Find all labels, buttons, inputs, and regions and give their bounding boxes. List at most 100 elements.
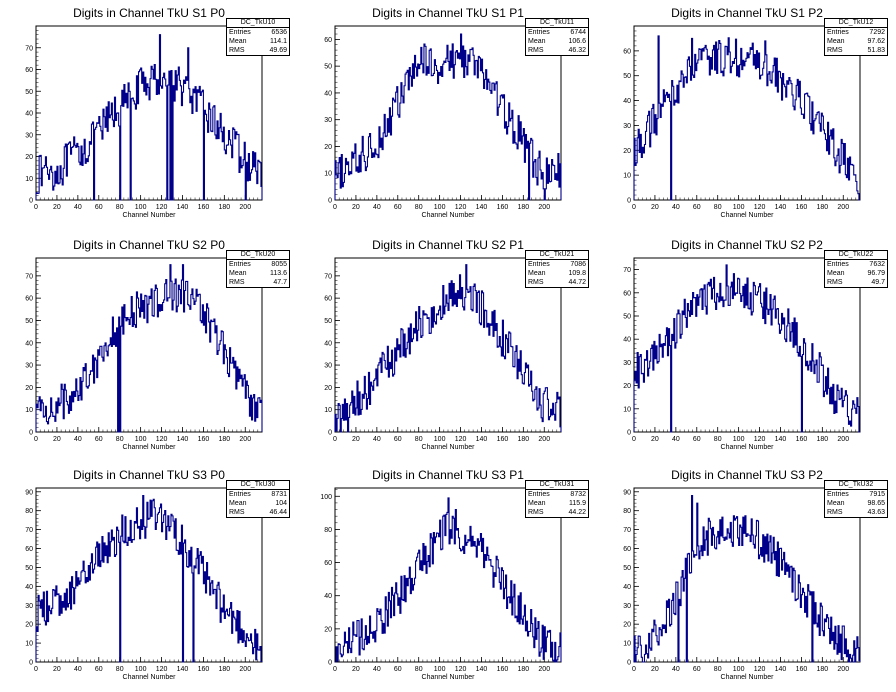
stats-label: RMS [827, 279, 843, 286]
y-tick-label: 80 [324, 527, 332, 534]
stats-label: RMS [827, 509, 843, 516]
y-tick-label: 0 [328, 660, 332, 667]
x-tick-label: 180 [816, 436, 828, 443]
stats-label: Mean [229, 500, 247, 507]
x-tick-label: 20 [352, 666, 360, 673]
x-tick-label: 140 [476, 436, 488, 443]
stats-label: Entries [827, 29, 849, 36]
y-tick-label: 0 [29, 430, 33, 437]
x-tick-label: 180 [517, 436, 529, 443]
stats-value: 49.7 [871, 279, 885, 286]
x-tick-label: 60 [394, 436, 402, 443]
y-tick-label: 20 [25, 154, 33, 161]
stats-label: Mean [528, 270, 546, 277]
panel-title: Digits in Channel TkU S2 P2 [671, 238, 823, 252]
stats-row-entries: Entries 6536 [227, 28, 289, 37]
stats-value: 97.62 [867, 38, 885, 45]
x-axis-label: Channel Number [123, 212, 177, 219]
y-tick-label: 60 [623, 48, 631, 55]
y-tick-label: 70 [324, 273, 332, 280]
x-tick-label: 40 [672, 436, 680, 443]
stats-box-name: DC_TkU32 [825, 481, 887, 490]
panel-title: Digits in Channel TkU S3 P1 [372, 468, 524, 482]
x-tick-label: 140 [476, 204, 488, 211]
y-tick-label: 10 [623, 173, 631, 180]
histogram-plot: 0 10 20 30 40 50 60 70 0 20 40 60 80 100 120 140 160 180 2… [623, 257, 861, 451]
y-tick-label: 70 [25, 527, 33, 534]
x-tick-label: 200 [538, 204, 550, 211]
x-tick-label: 80 [714, 204, 722, 211]
stats-row-rms: RMS 43.63 [825, 508, 887, 517]
y-tick-label: 60 [25, 67, 33, 74]
y-tick-label: 90 [623, 489, 631, 496]
y-tick-label: 20 [324, 385, 332, 392]
stats-box: DC_TkU21 Entries 7086 Mean 109.8 RMS 44.72 [525, 250, 589, 288]
y-tick-label: 30 [324, 363, 332, 370]
y-tick-label: 40 [623, 584, 631, 591]
x-tick-label: 140 [476, 666, 488, 673]
histogram-panel: Digits in Channel TkU S1 P1 0 10 20 30 40 50 60… [299, 0, 597, 230]
x-tick-label: 40 [672, 666, 680, 673]
panel-title: Digits in Channel TkU S2 P1 [372, 238, 524, 252]
y-tick-label: 50 [25, 318, 33, 325]
stats-box: DC_TkU12 Entries 7292 Mean 97.62 RMS 51.83 [824, 18, 888, 56]
stats-label: RMS [229, 47, 245, 54]
histogram-plot: 0 10 20 30 40 50 60 70 80 90 0 20 40 60 80 100 120 140 160… [25, 487, 263, 681]
stats-label: Mean [528, 38, 546, 45]
y-tick-label: 70 [25, 273, 33, 280]
y-tick-label: 30 [324, 117, 332, 124]
x-tick-label: 40 [74, 204, 82, 211]
y-tick-label: 30 [623, 123, 631, 130]
y-tick-label: 60 [324, 296, 332, 303]
x-tick-label: 100 [434, 204, 446, 211]
stats-row-mean: Mean 106.6 [526, 37, 588, 46]
stats-row-entries: Entries 7292 [825, 28, 887, 37]
stats-value: 49.69 [269, 47, 287, 54]
x-tick-label: 100 [135, 666, 147, 673]
stats-box-name: DC_TkU12 [825, 19, 887, 28]
stats-value: 109.8 [568, 270, 586, 277]
stats-label: Entries [229, 261, 251, 268]
stats-row-rms: RMS 47.7 [227, 278, 289, 287]
stats-value: 115.9 [569, 500, 586, 507]
x-tick-label: 40 [373, 204, 381, 211]
x-axis-label: Channel Number [721, 212, 775, 219]
y-tick-label: 60 [623, 290, 631, 297]
stats-value: 46.32 [568, 47, 586, 54]
y-tick-label: 70 [623, 527, 631, 534]
stats-label: Mean [827, 38, 845, 45]
panel-title: Digits in Channel TkU S2 P0 [73, 238, 225, 252]
x-tick-label: 140 [177, 436, 189, 443]
stats-label: Entries [229, 491, 251, 498]
y-tick-label: 40 [25, 111, 33, 118]
y-tick-label: 50 [623, 73, 631, 80]
y-tick-label: 30 [25, 603, 33, 610]
x-tick-label: 100 [733, 436, 745, 443]
stats-row-rms: RMS 49.7 [825, 278, 887, 287]
x-axis-label: Channel Number [123, 674, 177, 681]
x-tick-label: 160 [198, 666, 210, 673]
y-tick-label: 60 [25, 546, 33, 553]
x-tick-label: 180 [816, 204, 828, 211]
x-tick-label: 120 [156, 436, 168, 443]
x-tick-label: 160 [198, 436, 210, 443]
x-axis-label: Channel Number [422, 212, 476, 219]
x-tick-label: 80 [415, 666, 423, 673]
x-tick-label: 0 [632, 436, 636, 443]
stats-box-name: DC_TkU31 [526, 481, 588, 490]
stats-row-rms: RMS 51.83 [825, 46, 887, 55]
y-tick-label: 30 [623, 603, 631, 610]
x-tick-label: 140 [775, 204, 787, 211]
x-tick-label: 20 [53, 204, 61, 211]
stats-label: RMS [827, 47, 843, 54]
x-tick-label: 40 [373, 436, 381, 443]
y-tick-label: 0 [29, 198, 33, 205]
panel-title: Digits in Channel TkU S1 P1 [372, 6, 524, 20]
stats-label: Entries [528, 261, 550, 268]
stats-value: 51.83 [867, 47, 885, 54]
x-tick-label: 80 [714, 436, 722, 443]
stats-row-rms: RMS 44.72 [526, 278, 588, 287]
x-tick-label: 120 [754, 204, 766, 211]
x-tick-label: 100 [135, 436, 147, 443]
x-tick-label: 0 [333, 204, 337, 211]
